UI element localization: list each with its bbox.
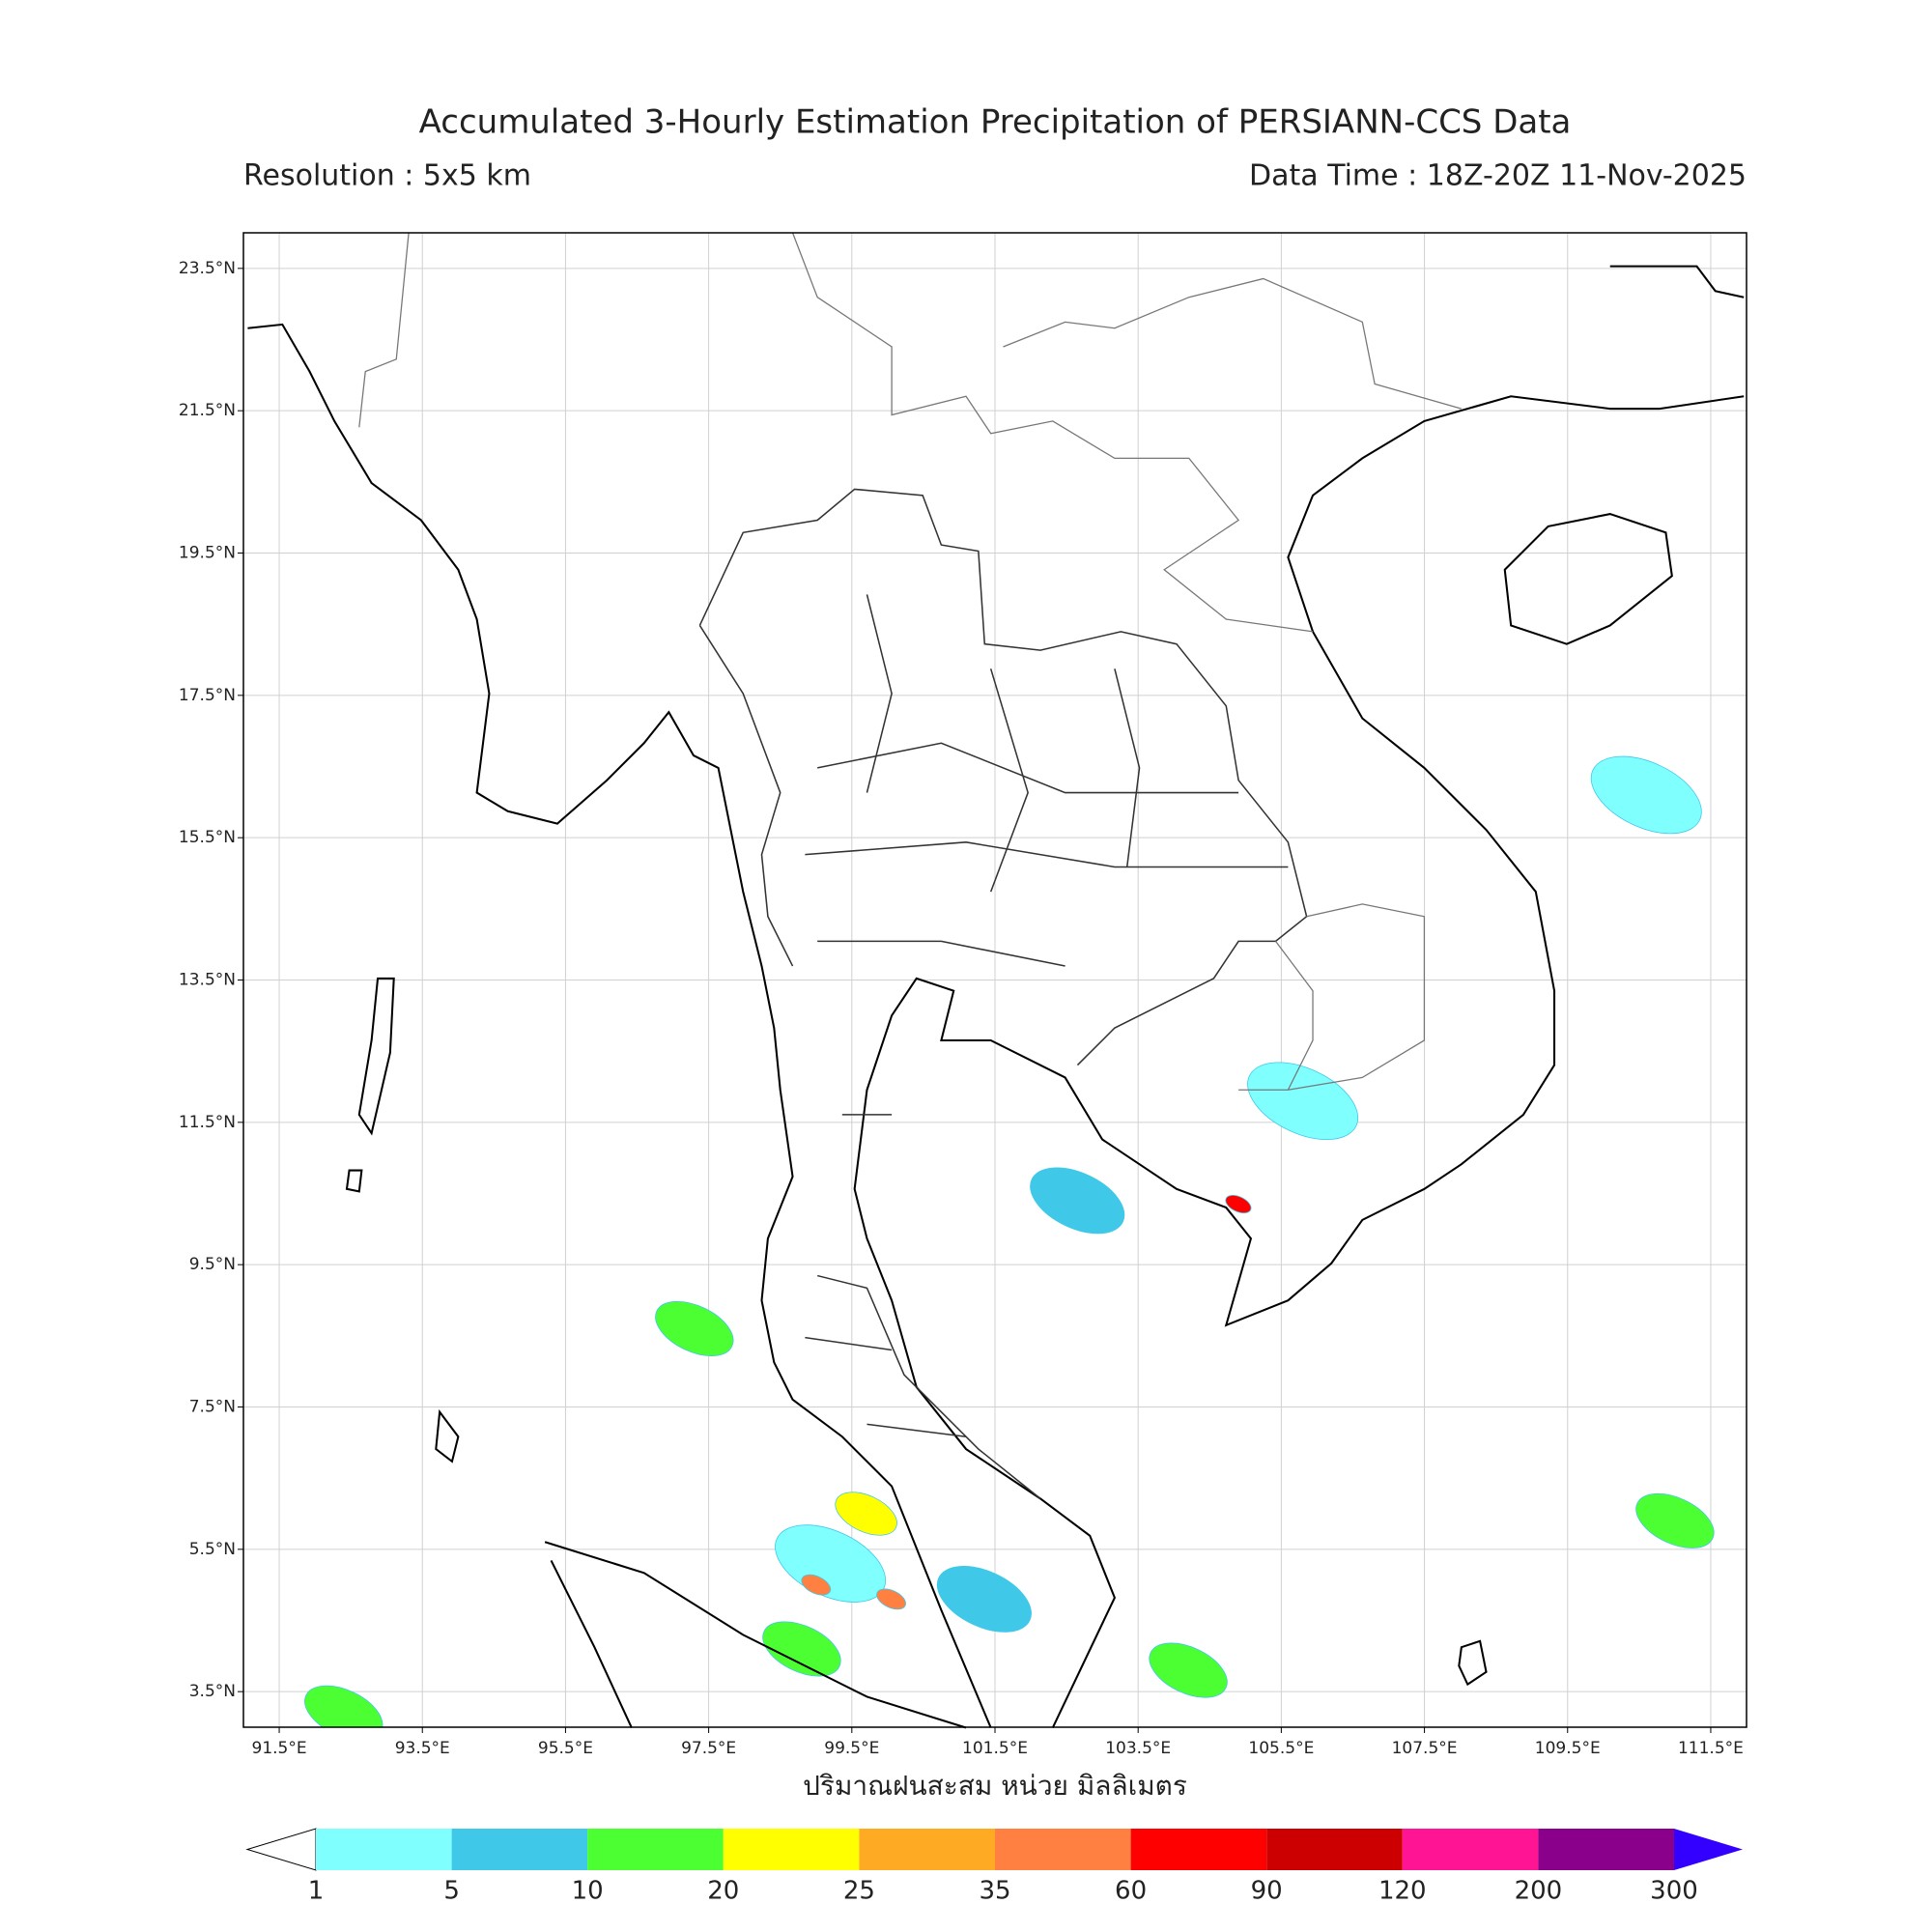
colorbar-segment	[587, 1829, 724, 1870]
colorbar-label: 5	[443, 1877, 460, 1906]
x-tick-label: 93.5°E	[395, 1739, 450, 1758]
colorbar-segment	[995, 1829, 1131, 1870]
sumatra	[544, 1541, 967, 1729]
basemap	[247, 232, 1745, 1729]
coastline	[247, 323, 1745, 1728]
x-tick-label: 103.5°E	[1105, 1739, 1171, 1758]
title: Accumulated 3-Hourly Estimation Precipit…	[419, 103, 1572, 142]
province-lines	[805, 594, 1289, 1437]
colorbar-segment	[1402, 1829, 1539, 1870]
colorbar-label: 35	[979, 1877, 1010, 1906]
y-tick-label: 17.5°N	[179, 686, 236, 705]
rain-area	[1030, 1167, 1125, 1235]
y-tick-label: 21.5°N	[179, 401, 236, 420]
grid	[238, 233, 1747, 1733]
data-time: Data Time : 18Z-20Z 11-Nov-2025	[1249, 159, 1747, 193]
colorbar-label: 20	[707, 1877, 739, 1906]
x-tick-label: 101.5°E	[962, 1739, 1028, 1758]
y-tick-label: 11.5°N	[179, 1113, 236, 1132]
precipitation-layer	[304, 755, 1715, 1727]
colorbar-segment	[1266, 1829, 1403, 1870]
map-frame	[242, 232, 1747, 1728]
andaman-islands	[345, 977, 460, 1463]
y-tick-label: 9.5°N	[189, 1255, 236, 1274]
colorbar-label: 25	[843, 1877, 875, 1906]
colorbar-over	[1674, 1829, 1743, 1870]
rain-area	[1590, 755, 1702, 835]
y-tick-label: 13.5°N	[179, 971, 236, 990]
colorbar-label: 200	[1515, 1877, 1563, 1906]
x-tick-label: 91.5°E	[252, 1739, 307, 1758]
x-tick-label: 109.5°E	[1535, 1739, 1601, 1758]
y-tick-label: 3.5°N	[189, 1682, 236, 1701]
y-tick-label: 5.5°N	[189, 1540, 236, 1559]
hainan	[1503, 513, 1673, 645]
colorbar-segment	[316, 1829, 452, 1870]
country-borders	[358, 232, 1463, 1091]
y-tick-label: 23.5°N	[179, 259, 236, 278]
rain-area	[1225, 1195, 1252, 1214]
x-tick-label: 99.5°E	[824, 1739, 879, 1758]
colorbar-segment	[723, 1829, 860, 1870]
rain-area	[762, 1621, 841, 1677]
y-tick-label: 19.5°N	[179, 544, 236, 563]
resolution: Resolution : 5x5 km	[243, 159, 531, 193]
x-tick-label: 95.5°E	[538, 1739, 593, 1758]
x-tick-label: 111.5°E	[1678, 1739, 1744, 1758]
x-axis-label: ปริมาณฝนสะสม หน่วย มิลลิเมตร	[803, 1770, 1187, 1802]
colorbar-label: 120	[1378, 1877, 1427, 1906]
rain-area	[936, 1566, 1032, 1633]
colorbar-segment	[451, 1829, 588, 1870]
colorbar: 1 5 10 20 25 35 60 90 120 200 300	[245, 1828, 1743, 1906]
rain-area	[1149, 1642, 1228, 1698]
x-tick-label: 107.5°E	[1392, 1739, 1458, 1758]
x-tick-label: 105.5°E	[1248, 1739, 1314, 1758]
borneo-islands	[1458, 265, 1745, 1687]
colorbar-segment	[1130, 1829, 1267, 1870]
colorbar-segment	[1538, 1829, 1674, 1870]
colorbar-label: 90	[1251, 1877, 1283, 1906]
y-tick-label: 7.5°N	[189, 1398, 236, 1417]
colorbar-label: 60	[1115, 1877, 1147, 1906]
colorbar-label: 300	[1650, 1877, 1698, 1906]
colorbar-label: 10	[572, 1877, 604, 1906]
x-tick-label: 97.5°E	[681, 1739, 736, 1758]
colorbar-label: 1	[308, 1877, 325, 1906]
rain-area	[801, 1574, 832, 1596]
rain-area	[876, 1588, 906, 1610]
rain-area	[1635, 1492, 1715, 1548]
thailand-border	[698, 488, 1308, 1499]
y-tick-label: 15.5°N	[179, 828, 236, 847]
rain-area	[1247, 1062, 1359, 1140]
rain-area	[655, 1300, 734, 1356]
rain-area	[835, 1492, 897, 1536]
colorbar-segment	[859, 1829, 995, 1870]
